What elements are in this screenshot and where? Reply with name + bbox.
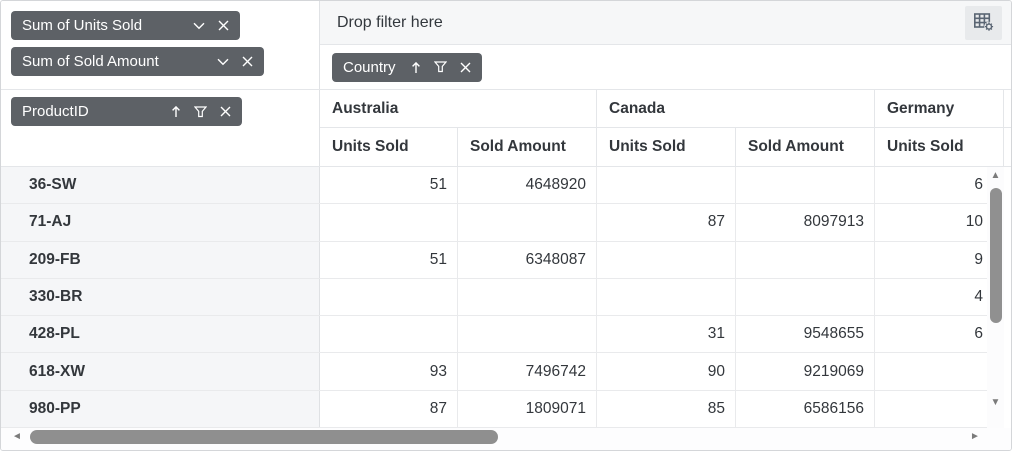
data-cell: 8097913 (736, 204, 875, 241)
column-header-units-sold: Units Sold (320, 128, 458, 166)
column-group-header-germany: Germany (875, 90, 1004, 127)
header-grid-divider (1, 166, 1011, 167)
data-cell (320, 278, 458, 316)
field-pill-sum-of-units-sold[interactable]: Sum of Units Sold (11, 11, 240, 40)
data-cell (597, 241, 736, 278)
column-group-row: Australia Canada Germany (320, 90, 1011, 128)
data-cell: 4648920 (458, 167, 597, 204)
field-pill-country[interactable]: Country (332, 52, 482, 82)
remove-field-icon[interactable] (218, 20, 229, 31)
data-cell (875, 390, 1004, 427)
row-header-cell: 36-SW (1, 167, 320, 204)
column-header-band: Australia Canada Germany Units Sold Sold… (320, 90, 1011, 166)
table-row: 618-XW 93 7496742 90 9219069 (1, 353, 1004, 391)
table-row: 36-SW 51 4648920 6 (1, 167, 1004, 205)
row-header-cell: 71-AJ (1, 204, 320, 241)
column-header-units-sold: Units Sold (875, 128, 1004, 166)
data-cell: 9219069 (736, 353, 875, 390)
field-pill-label: Country (343, 58, 396, 76)
data-cell: 10 (875, 204, 1004, 241)
filter-funnel-icon[interactable] (194, 105, 207, 118)
data-cell: 87 (320, 390, 458, 427)
field-pill-label: Sum of Sold Amount (22, 53, 159, 70)
data-cell: 4 (875, 278, 1004, 316)
scroll-right-arrow-icon[interactable]: ► (970, 431, 980, 442)
field-list-button[interactable] (965, 6, 1002, 40)
data-cell (597, 278, 736, 316)
data-cell: 93 (320, 353, 458, 390)
data-cell: 9 (875, 241, 1004, 278)
data-cell: 31 (597, 316, 736, 353)
column-group-header-canada: Canada (597, 90, 875, 127)
scroll-up-arrow-icon[interactable]: ▲ (990, 170, 1001, 181)
remove-field-icon[interactable] (220, 106, 231, 117)
data-cell: 6348087 (458, 241, 597, 278)
table-row: 980-PP 87 1809071 85 6586156 (1, 390, 1004, 428)
filter-drop-placeholder: Drop filter here (337, 13, 443, 31)
data-cell: 1809071 (458, 390, 597, 427)
data-cell (597, 167, 736, 204)
data-cell (736, 167, 875, 204)
chevron-down-icon[interactable] (193, 22, 205, 30)
values-drop-area[interactable]: Sum of Units Sold Sum of Sold Amount (1, 1, 319, 89)
data-cell: 6 (875, 167, 1004, 204)
data-cell (875, 353, 1004, 390)
sort-ascending-icon[interactable] (171, 105, 181, 118)
filter-funnel-icon[interactable] (434, 61, 447, 73)
field-pill-label: ProductID (22, 103, 89, 120)
column-header-units-sold: Units Sold (597, 128, 736, 166)
field-pill-productid[interactable]: ProductID (11, 97, 242, 126)
column-header-sold-amount: Sold Amount (736, 128, 875, 166)
data-cell (320, 204, 458, 241)
row-header-cell: 428-PL (1, 316, 320, 353)
rows-drop-area[interactable]: ProductID (1, 90, 319, 166)
data-cell (736, 241, 875, 278)
row-header-cell: 980-PP (1, 390, 320, 427)
remove-field-icon[interactable] (460, 62, 471, 73)
horizontal-scrollbar-thumb[interactable] (30, 430, 498, 444)
column-group-header-australia: Australia (320, 90, 597, 127)
column-subheader-row: Units Sold Sold Amount Units Sold Sold A… (320, 128, 1011, 166)
data-cell (458, 204, 597, 241)
data-cell: 6 (875, 316, 1004, 353)
remove-field-icon[interactable] (242, 56, 253, 67)
data-cell (458, 278, 597, 316)
data-cell: 6586156 (736, 390, 875, 427)
data-cell: 9548655 (736, 316, 875, 353)
data-cell: 51 (320, 241, 458, 278)
row-header-cell: 618-XW (1, 353, 320, 390)
field-pill-sum-of-sold-amount[interactable]: Sum of Sold Amount (11, 47, 264, 76)
table-row: 428-PL 31 9548655 6 (1, 316, 1004, 354)
data-cell (320, 316, 458, 353)
grid-settings-icon (973, 11, 995, 36)
data-cell (736, 278, 875, 316)
data-cell (458, 316, 597, 353)
columns-drop-area[interactable]: Country (320, 45, 1011, 89)
table-row: 209-FB 51 6348087 9 (1, 241, 1004, 279)
data-cell: 51 (320, 167, 458, 204)
scroll-down-arrow-icon[interactable]: ▼ (990, 397, 1001, 408)
data-cell: 90 (597, 353, 736, 390)
scroll-left-arrow-icon[interactable]: ◄ (12, 431, 22, 442)
table-row: 330-BR 4 (1, 278, 1004, 317)
band-divider (1, 89, 1011, 90)
column-header-sold-amount: Sold Amount (458, 128, 597, 166)
data-cell: 85 (597, 390, 736, 427)
filter-drop-area[interactable]: Drop filter here (320, 1, 1011, 45)
pivot-grid: 36-SW 51 4648920 6 71-AJ 87 8097913 10 2… (1, 167, 1004, 428)
vertical-scrollbar-thumb[interactable] (990, 188, 1002, 323)
data-cell: 87 (597, 204, 736, 241)
sort-ascending-icon[interactable] (411, 61, 421, 74)
row-header-cell: 330-BR (1, 278, 320, 316)
chevron-down-icon[interactable] (217, 58, 229, 66)
table-row: 71-AJ 87 8097913 10 (1, 204, 1004, 242)
data-cell: 7496742 (458, 353, 597, 390)
area-divider (319, 1, 320, 167)
field-pill-label: Sum of Units Sold (22, 17, 143, 34)
row-header-cell: 209-FB (1, 241, 320, 278)
